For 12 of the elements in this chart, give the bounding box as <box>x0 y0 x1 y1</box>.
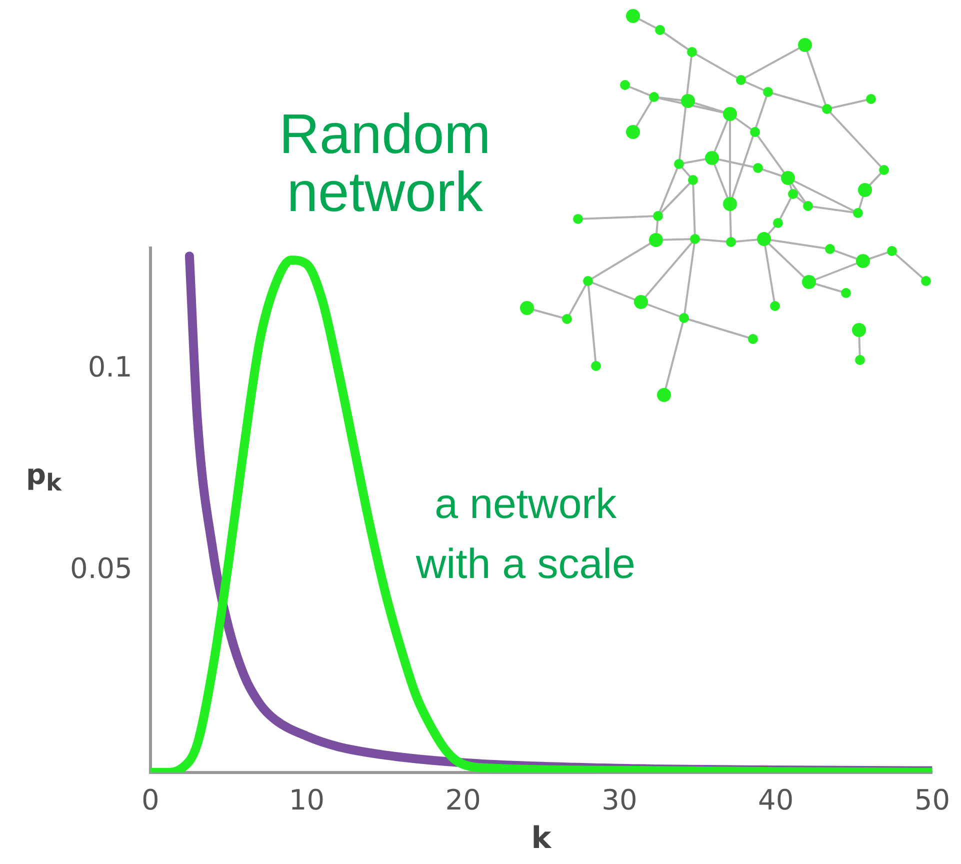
x-axis-title: k <box>531 820 552 856</box>
annotation: a network with a scale <box>414 480 636 587</box>
y-tick-label: 0.1 <box>88 350 132 384</box>
text: Random network <box>279 102 491 223</box>
x-tick-label: 50 <box>914 783 950 816</box>
x-tick-label: 0 <box>141 783 160 816</box>
x-tick-label: 30 <box>602 783 638 816</box>
y-axis-title: p$_{k}$ <box>26 458 62 497</box>
x-tick-label: 20 <box>445 783 481 816</box>
x-tick-label: 40 <box>758 783 794 816</box>
x-tick-label: 10 <box>288 783 325 816</box>
y-tick-label: 0.05 <box>70 552 132 585</box>
